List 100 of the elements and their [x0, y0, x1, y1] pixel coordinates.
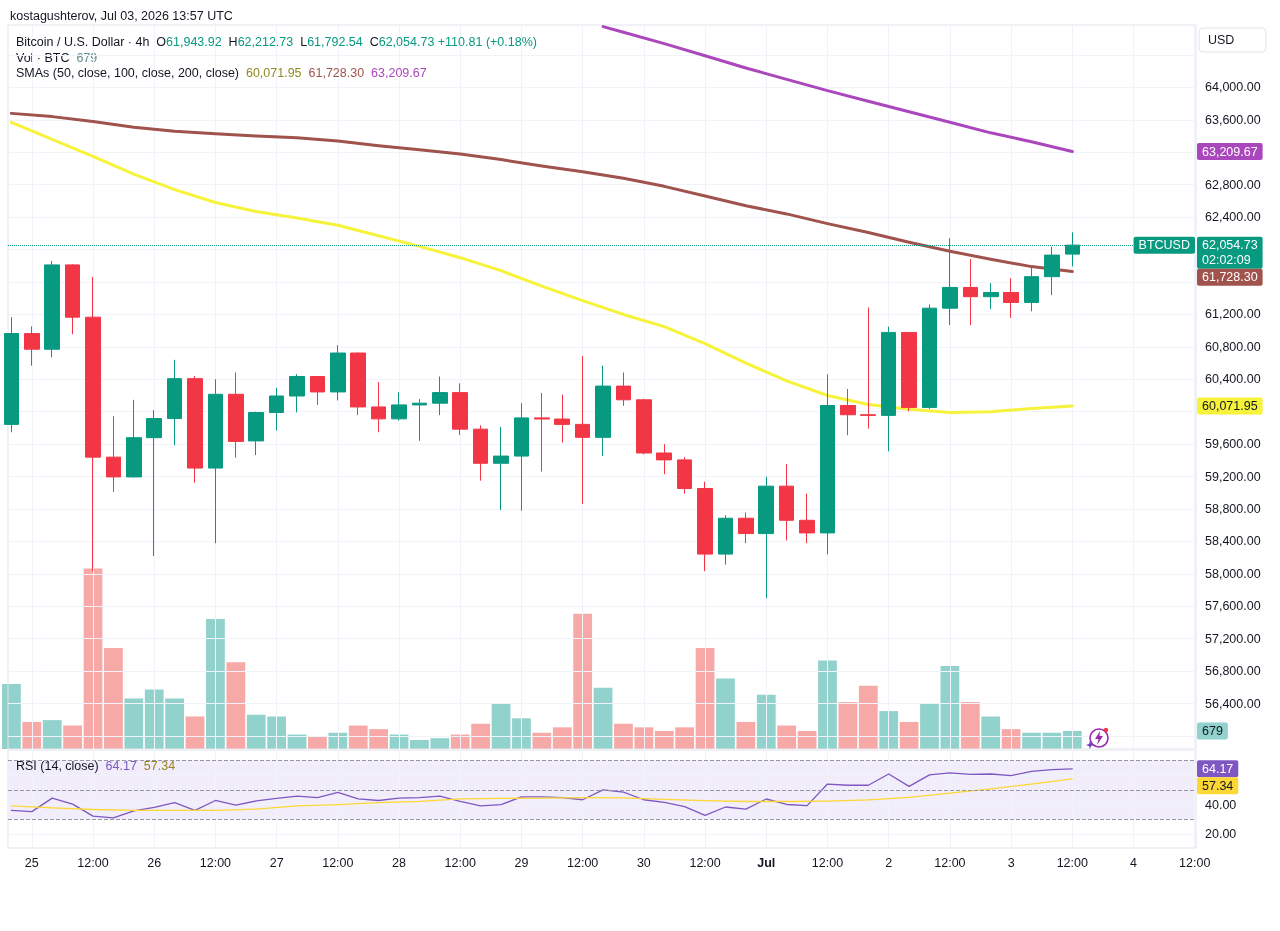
bar — [42, 720, 62, 749]
x-tick-label: 30 — [636, 855, 651, 870]
candlestick — [4, 316, 19, 433]
candlestick — [963, 258, 978, 326]
bar — [838, 702, 858, 749]
text: 60,071.95 — [1202, 398, 1258, 413]
candlestick — [452, 382, 468, 436]
annotation: 63,209.67 — [371, 66, 427, 80]
candlestick — [514, 402, 529, 512]
candlestick — [636, 398, 652, 455]
line-series — [9, 111, 1074, 274]
bar — [716, 678, 735, 749]
y-tick-label: 59,200.00 — [1205, 469, 1261, 484]
bar — [858, 685, 878, 749]
x-tick-label: 3 — [1007, 855, 1015, 870]
text: 61,728.30 — [1202, 270, 1258, 285]
candlestick — [616, 371, 631, 407]
y-tick-label: 61,200.00 — [1205, 307, 1261, 322]
candlestick — [738, 512, 754, 544]
candlestick — [799, 493, 815, 544]
x-tick-label: 2 — [885, 855, 893, 870]
candlestick — [860, 306, 876, 430]
chart-subtitle: kostagushterov, Jul 03, 2026 13:57 UTC — [10, 9, 233, 23]
x-tick-label: 12:00 — [444, 855, 476, 870]
x-tick-label: 25 — [24, 855, 39, 870]
candlestick — [24, 325, 40, 367]
x-tick-label: 4 — [1130, 855, 1138, 870]
bar — [206, 619, 225, 749]
x-tick-label: 12:00 — [199, 855, 232, 870]
x-tick-label: 12:00 — [689, 855, 721, 870]
candlestick — [575, 355, 590, 505]
x-tick-label: 27 — [269, 855, 284, 870]
ref-line-label: BTCUSD — [1138, 238, 1190, 253]
annotation: 57.34 — [143, 759, 176, 773]
x-tick-label: 12:00 — [811, 855, 844, 870]
annotation: SMAs (50, close, 100, close, 200, close) — [16, 66, 240, 80]
candlestick — [126, 399, 142, 478]
text: 63,209.67 — [1202, 144, 1258, 159]
candlestick — [554, 394, 570, 443]
y-tick-label: 58,400.00 — [1205, 534, 1261, 549]
x-tick-label: 12:00 — [77, 855, 109, 870]
bar — [491, 703, 511, 749]
y-tick-label: 63,600.00 — [1205, 112, 1261, 127]
candlestick — [391, 391, 407, 422]
y-tick-label: 57,600.00 — [1205, 599, 1261, 614]
bar — [879, 711, 899, 749]
line-series — [601, 25, 1074, 153]
candlestick — [820, 373, 835, 555]
y-tick-label: 62,400.00 — [1205, 210, 1261, 225]
candlestick — [289, 373, 305, 413]
line-series — [10, 778, 1073, 812]
y-tick-label: 58,000.00 — [1205, 566, 1261, 581]
bar — [736, 721, 756, 749]
text: 64.17 — [1202, 761, 1234, 776]
candlestick — [901, 331, 917, 412]
candlestick — [881, 326, 896, 452]
candlestick — [146, 409, 162, 557]
y-tick-label: 57,200.00 — [1205, 631, 1261, 646]
y-tick-label: 60,400.00 — [1205, 372, 1261, 387]
candlestick — [677, 456, 692, 495]
y-tick-label: 58,800.00 — [1205, 502, 1261, 517]
x-tick-label: 12:00 — [322, 855, 354, 870]
candlestick — [534, 392, 550, 472]
bar — [124, 698, 144, 749]
line-series — [9, 120, 1074, 415]
candlestick — [1003, 277, 1019, 319]
text: RSI (14, close) — [16, 759, 99, 773]
candlestick — [432, 376, 448, 416]
text: O61,943.92 H62,212.73 L61,792.54 C62,054.73 +110.81 (+0.18%) — [156, 35, 537, 49]
annotation: 64.17 — [105, 759, 137, 773]
text: 62,054.73 — [1202, 238, 1258, 253]
x-tick-label: Jul — [757, 855, 776, 870]
candlestick — [310, 375, 325, 406]
y-tick-label: 64,000.00 — [1205, 80, 1261, 95]
bar — [777, 725, 797, 749]
y-tick-label: 20.00 — [1205, 827, 1237, 842]
candlestick — [595, 365, 611, 457]
candlestick — [44, 260, 60, 358]
candlestick — [1024, 267, 1039, 312]
candlestick — [269, 387, 284, 432]
candlestick — [412, 398, 427, 442]
x-tick-label: 28 — [392, 855, 407, 870]
candlestick — [840, 388, 856, 436]
candlestick — [697, 481, 713, 572]
text: 57.34 — [1202, 778, 1234, 793]
candlestick — [248, 411, 264, 456]
candlestick — [167, 359, 182, 446]
bar — [226, 662, 246, 749]
x-tick-label: 29 — [514, 855, 529, 870]
x-tick-label: 26 — [147, 855, 162, 870]
candlestick — [106, 415, 121, 493]
candlestick — [208, 378, 223, 544]
bar — [818, 660, 837, 749]
candlestick — [330, 344, 346, 401]
candlestick — [493, 426, 509, 511]
bar — [593, 687, 613, 749]
y-tick-label: 56,400.00 — [1205, 696, 1261, 711]
candlestick — [779, 463, 794, 541]
annotation: 61,728.30 — [308, 66, 365, 80]
text: Bitcoin / U.S. Dollar · 4h — [16, 35, 150, 49]
